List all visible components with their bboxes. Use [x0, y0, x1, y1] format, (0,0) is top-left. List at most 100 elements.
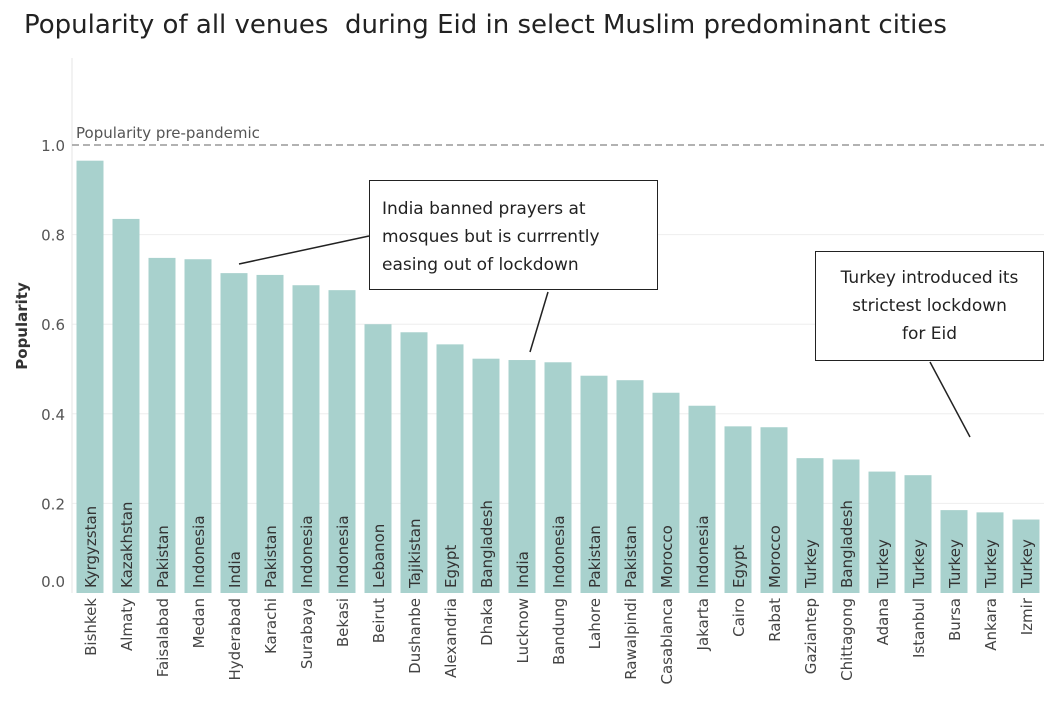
annotation-india-line-1: India banned prayers at: [382, 199, 586, 219]
reference-line-group: Popularity pre-pandemic: [72, 124, 1044, 146]
bar-country-label: Turkey: [802, 539, 820, 589]
bar-country-label: Egypt: [730, 545, 748, 588]
x-tick-label: Casablanca: [658, 598, 676, 685]
annotation-turkey: Turkey introduced its strictest lockdown…: [815, 251, 1044, 361]
bar-country-label: Pakistan: [262, 525, 280, 588]
bar: [868, 471, 896, 593]
bar: [508, 360, 536, 593]
x-tick-label: Faisalabad: [154, 598, 172, 677]
x-tick-label: Lucknow: [514, 598, 532, 664]
bar-country-label: Bangladesh: [838, 500, 856, 588]
y-tick-label: 0.2: [41, 495, 65, 513]
bar-country-label: Kazakhstan: [118, 502, 136, 588]
annotation-turkey-leader: [929, 361, 971, 438]
x-tick-label: Surabaya: [298, 598, 316, 669]
bar-country-label: Morocco: [658, 525, 676, 588]
bar-country-label: Egypt: [442, 545, 460, 588]
bar-country-label: Tajikistan: [406, 519, 424, 589]
bar-country-label: Turkey: [946, 539, 964, 589]
bar-country-label: Indonesia: [694, 515, 712, 588]
bar-country-label: Turkey: [982, 539, 1000, 589]
x-tick-label: Bekasi: [334, 598, 352, 647]
bar: [580, 375, 608, 593]
bar: [76, 160, 104, 593]
x-tick-label: Chittagong: [838, 598, 856, 681]
annotation-turkey-line-2: strictest lockdown: [852, 296, 1007, 316]
bar: [616, 380, 644, 593]
bar-country-label: Turkey: [910, 539, 928, 589]
x-tick-label: Dushanbe: [406, 598, 424, 674]
bar: [220, 273, 248, 593]
x-tick-label: Hyderabad: [226, 598, 244, 681]
bar: [976, 512, 1004, 593]
bar: [652, 392, 680, 593]
y-tick-label: 0.0: [41, 573, 65, 591]
annotation-turkey-line-1: Turkey introduced its: [840, 268, 1019, 288]
x-tick-label: Bandung: [550, 598, 568, 665]
x-tick-label: Ankara: [982, 598, 1000, 651]
bar-country-label: Indonesia: [298, 515, 316, 588]
x-tick-label: Gaziantep: [802, 598, 820, 674]
annotation-india: India banned prayers at mosques but is c…: [369, 180, 658, 290]
bar: [184, 259, 212, 593]
bar-country-label: Pakistan: [622, 525, 640, 588]
x-tick-label: Rawalpindi: [622, 598, 640, 680]
bar: [904, 475, 932, 593]
bar-country-label: Pakistan: [586, 525, 604, 588]
annotation-india-leader-1: [238, 235, 370, 265]
x-tick-label: Jakarta: [694, 598, 712, 651]
bar: [256, 274, 284, 593]
bar-country-label: Bangladesh: [478, 500, 496, 588]
bar: [364, 324, 392, 593]
x-tick-label: Izmir: [1018, 597, 1036, 635]
bar-country-label: Kyrgyzstan: [82, 506, 100, 588]
bar: [328, 290, 356, 593]
x-tick-label: Medan: [190, 598, 208, 648]
bar: [796, 458, 824, 593]
bar-country-label: Indonesia: [190, 515, 208, 588]
y-tick-label: 0.8: [41, 227, 65, 245]
x-tick-label: Cairo: [730, 598, 748, 637]
bar: [112, 218, 140, 594]
bars: Kyrgyzstan Kazakhstan Pakistan Indonesia Ind…: [76, 160, 1040, 594]
x-tick-label: Dhaka: [478, 598, 496, 646]
bar: [436, 344, 464, 593]
bar-country-label: India: [514, 551, 532, 588]
y-tick-label: 1.0: [41, 137, 65, 155]
x-tick-label: Adana: [874, 598, 892, 645]
bar: [472, 358, 500, 593]
chart-title: Popularity of all venues during Eid in s…: [24, 10, 947, 40]
reference-line-label: Popularity pre-pandemic: [76, 124, 260, 142]
bar: [544, 362, 572, 593]
bar: [292, 285, 320, 593]
bar: [688, 405, 716, 593]
bar-country-label: Indonesia: [334, 515, 352, 588]
x-tick-label: Rabat: [766, 598, 784, 642]
annotation-turkey-line-3: for Eid: [901, 324, 958, 344]
x-tick-label: Beirut: [370, 598, 388, 643]
annotation-india-line-2: mosques but is currrently: [382, 227, 600, 247]
annotation-india-line-3: easing out of lockdown: [382, 255, 579, 275]
bar-country-label: Turkey: [874, 539, 892, 589]
annotation-india-leader-2: [529, 291, 549, 353]
bar-country-label: Morocco: [766, 525, 784, 588]
x-tick-label: Alexandria: [442, 598, 460, 678]
bar-country-label: Turkey: [1018, 539, 1036, 589]
x-tick-label: Lahore: [586, 598, 604, 649]
bar: [940, 510, 968, 593]
annotation-leaders: [238, 235, 971, 438]
bar-country-label: Indonesia: [550, 515, 568, 588]
y-tick-label: 0.6: [41, 316, 65, 334]
bar: [724, 426, 752, 593]
bar: [760, 427, 788, 593]
bar: [1012, 519, 1040, 593]
x-tick-label: Istanbul: [910, 598, 928, 658]
x-tick-label: Bishkek: [82, 598, 100, 656]
axes: 0.0 0.2 0.4 0.6 0.8 1.0 Popularity Bishkek Almat…: [13, 137, 1036, 685]
x-tick-label: Karachi: [262, 598, 280, 654]
x-tick-label: Almaty: [118, 598, 136, 651]
y-axis-title: Popularity: [13, 282, 31, 370]
x-tick-label: Bursa: [946, 598, 964, 641]
bar: [832, 459, 860, 593]
